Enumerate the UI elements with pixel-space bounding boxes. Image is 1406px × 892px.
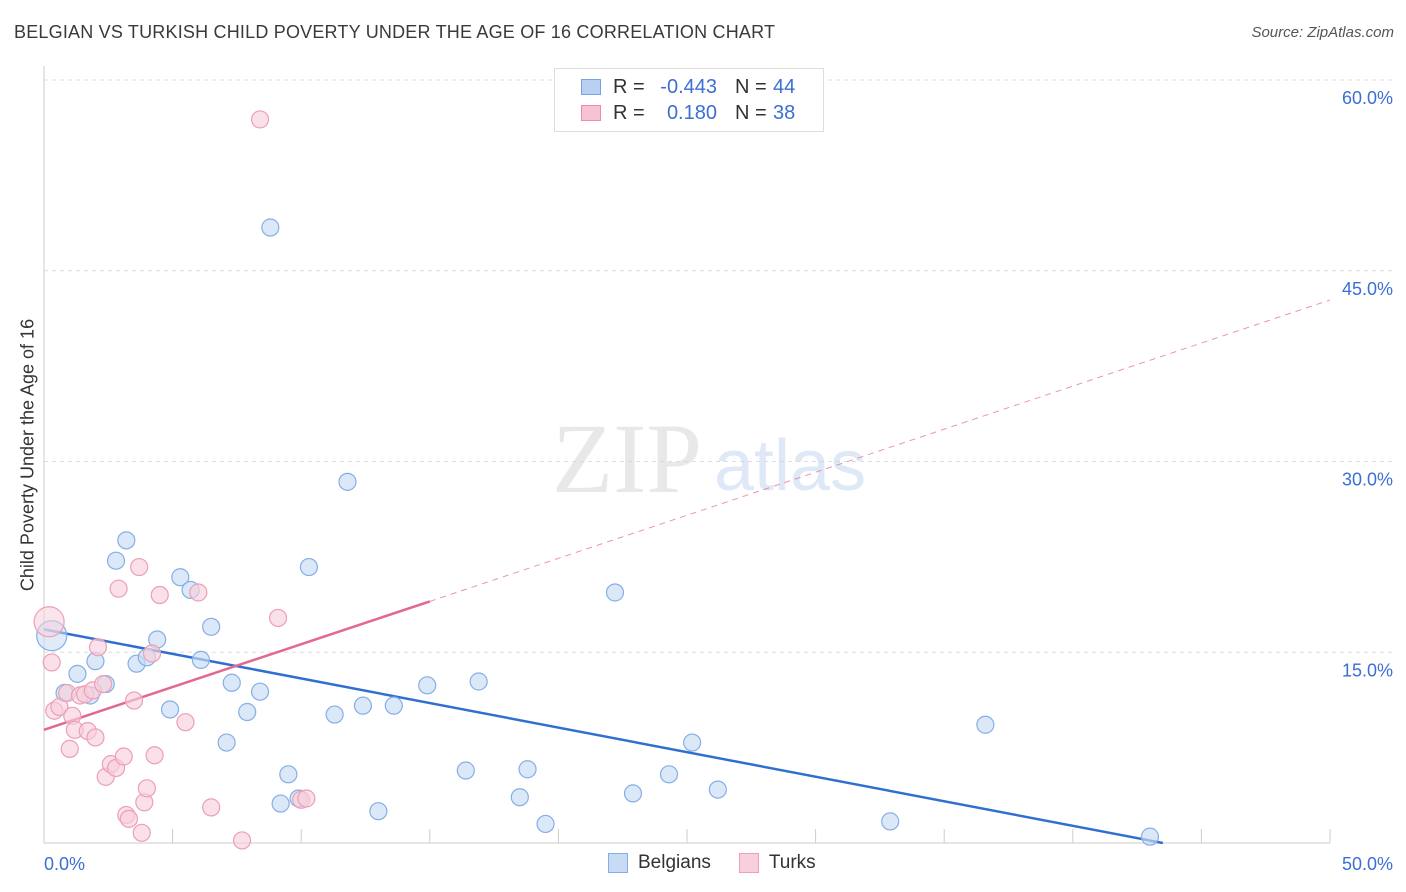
x-tick-label: 50.0% bbox=[1342, 854, 1393, 874]
point-belgians bbox=[976, 715, 995, 734]
point-belgians bbox=[881, 812, 900, 831]
point-turks bbox=[268, 608, 288, 628]
point-turks bbox=[50, 697, 69, 717]
trend-lines bbox=[43, 299, 1331, 845]
point-turks bbox=[202, 798, 221, 817]
point-belgians bbox=[384, 696, 403, 715]
trend-line-belgians bbox=[43, 628, 1164, 845]
legend-n-value: 44 bbox=[773, 75, 796, 98]
point-belgians bbox=[338, 472, 357, 491]
point-belgians bbox=[659, 765, 679, 784]
point-turks bbox=[119, 809, 138, 828]
point-belgians bbox=[353, 696, 373, 715]
point-belgians bbox=[683, 733, 702, 752]
point-belgians bbox=[279, 765, 298, 784]
point-belgians bbox=[299, 557, 319, 577]
y-axis-label: Child Poverty Under the Age of 16 bbox=[17, 318, 38, 592]
watermark-zip: ZIP bbox=[552, 403, 702, 514]
point-belgians bbox=[271, 794, 290, 813]
point-turks bbox=[189, 583, 208, 602]
point-belgians bbox=[708, 780, 727, 799]
point-turks bbox=[86, 728, 105, 747]
series-legend: Belgians Turks bbox=[608, 852, 844, 874]
point-turks bbox=[297, 789, 316, 808]
point-belgians bbox=[106, 551, 126, 570]
point-belgians bbox=[171, 568, 190, 587]
point-belgians bbox=[469, 672, 488, 691]
y-tick-label: 45.0% bbox=[1342, 279, 1393, 299]
legend-n-label: N = bbox=[735, 101, 767, 124]
point-belgians bbox=[160, 700, 180, 719]
point-belgians bbox=[518, 760, 537, 779]
y-tick-label: 15.0% bbox=[1342, 660, 1393, 680]
point-belgians bbox=[238, 702, 257, 722]
legend-n-value: 38 bbox=[773, 101, 796, 124]
point-turks bbox=[132, 823, 151, 842]
legend-r-label: R = bbox=[613, 101, 645, 124]
point-belgians bbox=[605, 583, 625, 602]
watermark: ZIP atlas bbox=[552, 403, 866, 514]
data-points bbox=[33, 110, 1160, 850]
point-turks bbox=[109, 579, 128, 598]
point-belgians bbox=[68, 664, 87, 683]
point-turks bbox=[130, 557, 149, 577]
point-belgians bbox=[222, 673, 241, 692]
chart-title: BELGIAN VS TURKISH CHILD POVERTY UNDER T… bbox=[14, 22, 776, 42]
trend-line-turks-extension bbox=[429, 299, 1331, 602]
point-belgians bbox=[117, 531, 136, 550]
legend-item-turks[interactable]: Turks bbox=[738, 852, 816, 874]
point-turks bbox=[176, 713, 195, 732]
point-belgians bbox=[250, 682, 270, 701]
legend-n-label: N = bbox=[735, 75, 767, 98]
correlation-legend: R = -0.443 N = 44 R = 0.180 N = 38 bbox=[554, 68, 824, 132]
y-tick-label: 30.0% bbox=[1342, 470, 1393, 490]
point-belgians bbox=[202, 617, 221, 636]
point-belgians bbox=[191, 650, 210, 669]
legend-r-label: R = bbox=[613, 75, 645, 98]
y-tick-label: 60.0% bbox=[1342, 88, 1393, 108]
legend-r-value: -0.443 bbox=[660, 75, 717, 98]
legend-r-value: 0.180 bbox=[666, 101, 717, 124]
legend-row-belgians: R = -0.443 N = 44 bbox=[581, 75, 795, 99]
point-turks bbox=[33, 606, 65, 638]
point-turks bbox=[88, 638, 108, 657]
point-belgians bbox=[325, 705, 344, 724]
point-turks bbox=[232, 831, 252, 850]
source-credit: Source: ZipAtlas.com bbox=[1251, 24, 1394, 41]
point-turks bbox=[142, 644, 162, 663]
legend-item-belgians[interactable]: Belgians bbox=[608, 852, 711, 874]
point-belgians bbox=[261, 218, 280, 237]
point-belgians bbox=[510, 788, 529, 807]
point-belgians bbox=[217, 733, 236, 752]
legend-label-belgians: Belgians bbox=[638, 852, 711, 873]
point-belgians bbox=[456, 761, 475, 780]
point-belgians bbox=[623, 784, 643, 803]
x-tick-label: 0.0% bbox=[44, 854, 85, 874]
point-turks bbox=[137, 779, 156, 798]
point-turks bbox=[124, 691, 144, 710]
point-belgians bbox=[369, 802, 388, 821]
trend-line-turks bbox=[43, 600, 431, 732]
grid-lines bbox=[44, 79, 1392, 653]
point-turks bbox=[114, 747, 133, 766]
point-belgians bbox=[1140, 827, 1160, 846]
legend-swatch-belgians bbox=[581, 79, 601, 95]
legend-swatch-turks bbox=[581, 105, 601, 121]
point-turks bbox=[250, 110, 270, 129]
legend-swatch-turks bbox=[738, 853, 759, 873]
point-turks bbox=[94, 674, 113, 694]
point-turks bbox=[42, 653, 61, 672]
point-turks bbox=[145, 746, 164, 765]
point-belgians bbox=[418, 676, 437, 695]
watermark-atlas: atlas bbox=[714, 426, 866, 506]
axes bbox=[43, 66, 1331, 844]
point-turks bbox=[150, 585, 169, 605]
legend-label-turks: Turks bbox=[768, 852, 816, 873]
legend-row-turks: R = 0.180 N = 38 bbox=[581, 101, 795, 125]
tick-labels: 15.0% 30.0% 45.0% 60.0% 0.0% 50.0% bbox=[44, 88, 1393, 874]
point-belgians bbox=[536, 814, 555, 834]
legend-swatch-belgians bbox=[608, 853, 628, 873]
point-turks bbox=[60, 739, 79, 758]
